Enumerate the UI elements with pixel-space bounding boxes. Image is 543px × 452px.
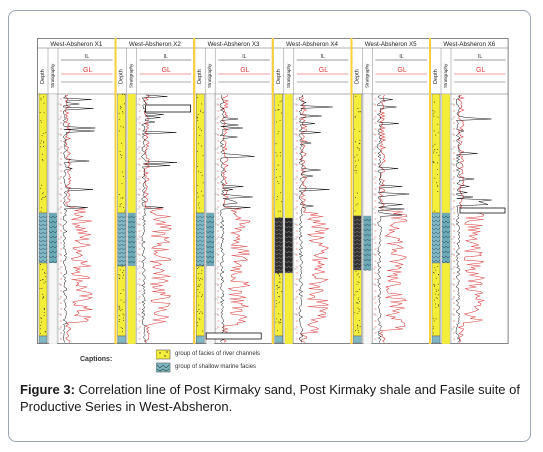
gl-label: GL: [319, 67, 328, 74]
stratigraphy-label: Stratigraphy: [364, 63, 369, 88]
il-label: IL: [399, 54, 403, 60]
well-panel-3: West-Absheron X3 Depth Stratigraphy IL GL: [194, 38, 273, 344]
well-panel-5: West-Absheron X5 Depth Stratigraphy IL GL: [351, 38, 430, 344]
panel-separator: [271, 38, 274, 344]
il-curve: [298, 94, 333, 343]
legend-swatch-river: [156, 349, 171, 360]
well-panel-2: West-Absheron X2 Depth Stratigraphy IL GL: [115, 38, 195, 344]
legend-title: Captions:: [80, 356, 113, 363]
gl-label: GL: [397, 67, 406, 74]
stratigraphy-label: Stratigraphy: [286, 63, 291, 88]
depth-label: Depth: [197, 69, 203, 84]
depth-label: Depth: [276, 69, 282, 84]
il-curve: [376, 94, 410, 343]
legend-label-river: group of facies of river channels: [175, 351, 261, 357]
legend-label-marine: group of shallow marine facies: [175, 364, 257, 370]
stratigraphy-label: Stratigraphy: [50, 63, 55, 88]
well-title: West-Absheron X3: [208, 41, 260, 48]
panel-separator: [429, 38, 431, 344]
well-title: West-Absheron X4: [286, 41, 338, 48]
il-curve: [62, 94, 96, 343]
marker-box: [205, 332, 262, 340]
il-label: IL: [164, 54, 168, 60]
stratigraphy-label: Stratigraphy: [207, 63, 212, 88]
well-panel-1: West-Absheron X1 Depth Stratigraphy IL GL: [37, 38, 116, 344]
il-curve: [141, 94, 178, 343]
depth-label: Depth: [119, 69, 125, 84]
gl-curve: [378, 94, 408, 343]
gl-curve: [457, 94, 485, 343]
gl-curve: [64, 94, 93, 343]
legend-swatches: [156, 349, 171, 373]
stratigraphy-label: Stratigraphy: [443, 63, 448, 88]
gl-label: GL: [476, 67, 485, 74]
gl-label: GL: [240, 67, 249, 74]
marker-box: [145, 104, 191, 113]
panel-separator: [114, 38, 117, 344]
well-panel-4: West-Absheron X4 Depth Stratigraphy IL GL: [272, 38, 352, 344]
caption-prefix: Figure 3:: [20, 382, 75, 397]
stratigraphy-label: Stratigraphy: [129, 63, 134, 88]
marker-box: [459, 207, 506, 214]
gl-curve: [300, 94, 330, 343]
caption-text: Correlation line of Post Kirmaky sand, P…: [20, 382, 520, 414]
legend-swatch-marine: [156, 362, 171, 373]
il-label: IL: [242, 54, 246, 60]
gl-curve: [142, 94, 172, 343]
gl-label: GL: [162, 67, 171, 74]
il-label: IL: [85, 54, 89, 60]
depth-label: Depth: [40, 69, 46, 84]
well-title: West-Absheron X5: [365, 41, 417, 48]
depth-label: Depth: [433, 69, 439, 84]
gl-curve: [221, 94, 251, 343]
well-panel-6: West-Absheron X6 Depth Stratigraphy IL GL: [430, 38, 509, 344]
panel-separator: [350, 38, 353, 344]
well-title: West-Absheron X6: [443, 41, 495, 48]
il-curve: [219, 94, 255, 343]
gl-label: GL: [83, 67, 92, 74]
well-title: West-Absheron X1: [50, 41, 102, 48]
il-label: IL: [321, 54, 325, 60]
il-curve: [455, 94, 492, 343]
well-title: West-Absheron X2: [129, 41, 181, 48]
il-label: IL: [478, 54, 482, 60]
figure-caption: Figure 3: Correlation line of Post Kirma…: [20, 381, 524, 415]
panel-separator: [193, 38, 196, 344]
depth-label: Depth: [354, 69, 360, 84]
